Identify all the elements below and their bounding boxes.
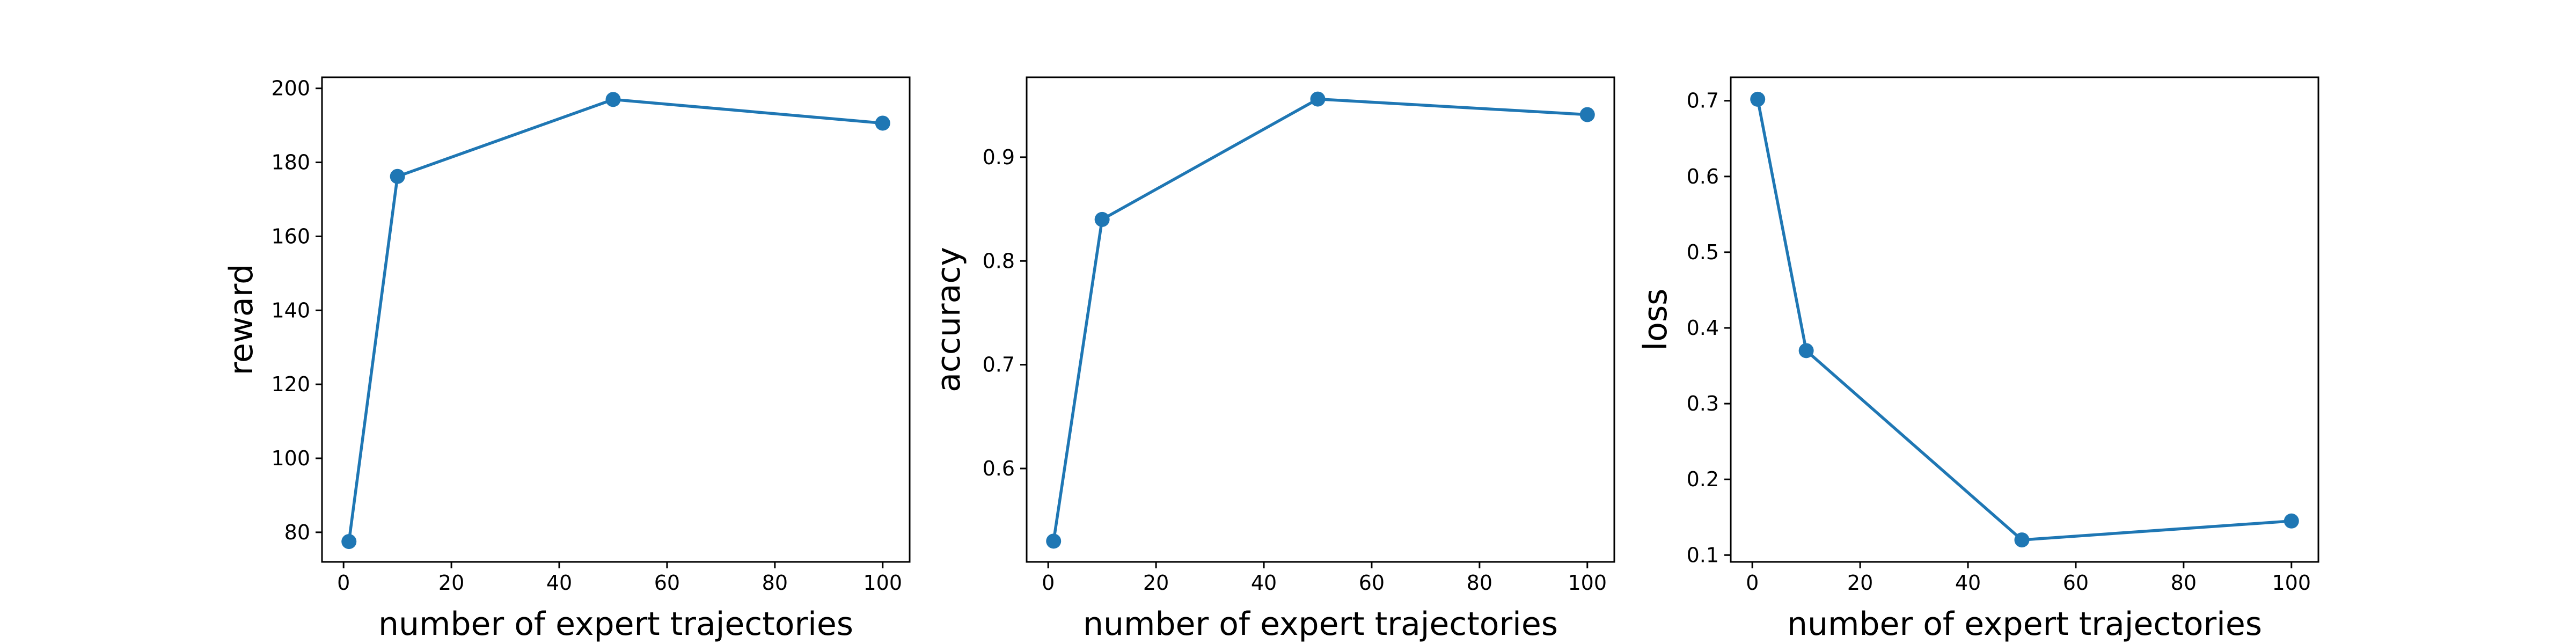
loss-y-tick-label: 0.4 bbox=[1687, 316, 1719, 340]
loss-y-tick-label: 0.5 bbox=[1687, 240, 1719, 264]
accuracy-data-point bbox=[1310, 91, 1326, 107]
loss-ticks: 0 20 40 60 80 100 0.1 0.2 0.3 0.4 0.5 0.6 0.7 bbox=[1687, 89, 2311, 595]
loss-series bbox=[1750, 91, 2299, 548]
accuracy-ticks: 0 20 40 60 80 100 0.6 0.7 0.8 0.9 bbox=[983, 145, 1607, 595]
reward-series bbox=[341, 92, 890, 550]
loss-plot-frame bbox=[1730, 76, 2319, 563]
reward-data-point bbox=[875, 115, 890, 131]
accuracy-y-axis-label: accuracy bbox=[930, 247, 968, 392]
reward-plot-frame bbox=[321, 76, 911, 563]
loss-x-tick-label: 80 bbox=[2171, 571, 2197, 595]
accuracy-y-tick-label: 0.9 bbox=[983, 145, 1015, 169]
reward-x-tick-label: 100 bbox=[863, 571, 903, 595]
accuracy-x-tick-label: 40 bbox=[1251, 571, 1277, 595]
accuracy-x-axis-label: number of expert trajectories bbox=[1083, 605, 1558, 643]
loss-chart: number of expert trajectories loss 0 20 40… bbox=[1637, 76, 2319, 643]
reward-y-tick-label: 180 bbox=[271, 151, 310, 174]
reward-y-axis-label: reward bbox=[223, 264, 260, 376]
reward-x-tick-label: 0 bbox=[337, 571, 350, 595]
accuracy-x-tick-label: 20 bbox=[1143, 571, 1169, 595]
accuracy-data-point bbox=[1579, 107, 1595, 122]
accuracy-y-tick-label: 0.8 bbox=[983, 249, 1015, 273]
loss-y-tick-label: 0.7 bbox=[1687, 89, 1719, 113]
loss-data-point bbox=[1750, 91, 1766, 107]
loss-x-tick-label: 40 bbox=[1955, 571, 1981, 595]
loss-data-point bbox=[1798, 343, 1814, 358]
reward-data-point bbox=[390, 169, 405, 184]
loss-x-tick-label: 60 bbox=[2063, 571, 2089, 595]
accuracy-x-tick-label: 0 bbox=[1042, 571, 1055, 595]
loss-x-tick-label: 100 bbox=[2272, 571, 2311, 595]
reward-x-tick-label: 60 bbox=[654, 571, 680, 595]
accuracy-chart: number of expert trajectories accuracy 0… bbox=[930, 76, 1615, 643]
reward-y-tick-label: 100 bbox=[271, 447, 310, 470]
accuracy-data-point bbox=[1094, 211, 1110, 227]
accuracy-data-point bbox=[1046, 533, 1062, 549]
loss-y-tick-label: 0.6 bbox=[1687, 165, 1719, 188]
reward-series-line bbox=[347, 98, 884, 543]
accuracy-series bbox=[1046, 91, 1595, 549]
reward-x-tick-label: 20 bbox=[438, 571, 464, 595]
reward-x-axis-label: number of expert trajectories bbox=[378, 605, 853, 643]
reward-data-point bbox=[341, 534, 357, 550]
accuracy-x-tick-label: 80 bbox=[1467, 571, 1492, 595]
loss-x-tick-label: 0 bbox=[1746, 571, 1759, 595]
accuracy-series-line bbox=[1052, 97, 1589, 543]
reward-y-tick-label: 200 bbox=[271, 77, 310, 100]
loss-y-tick-label: 0.2 bbox=[1687, 467, 1719, 491]
reward-y-tick-label: 140 bbox=[271, 298, 310, 322]
loss-data-point bbox=[2284, 513, 2299, 529]
reward-x-tick-label: 80 bbox=[762, 571, 788, 595]
loss-data-point bbox=[2014, 532, 2030, 548]
accuracy-y-tick-label: 0.6 bbox=[983, 457, 1015, 480]
loss-x-tick-label: 20 bbox=[1847, 571, 1873, 595]
accuracy-y-tick-label: 0.7 bbox=[983, 353, 1015, 377]
loss-y-axis-label: loss bbox=[1637, 289, 1674, 351]
loss-y-tick-label: 0.3 bbox=[1687, 392, 1719, 415]
reward-y-tick-label: 80 bbox=[284, 521, 310, 544]
loss-y-tick-label: 0.1 bbox=[1687, 543, 1719, 567]
accuracy-plot-frame bbox=[1026, 76, 1615, 563]
reward-y-tick-label: 120 bbox=[271, 372, 310, 396]
accuracy-x-tick-label: 60 bbox=[1359, 571, 1385, 595]
reward-ticks: 0 20 40 60 80 100 80 100 120 140 160 180 200 bbox=[271, 77, 902, 595]
reward-y-tick-label: 160 bbox=[271, 224, 310, 248]
loss-x-axis-label: number of expert trajectories bbox=[1787, 605, 2262, 643]
loss-series-line bbox=[1756, 98, 2293, 541]
accuracy-x-tick-label: 100 bbox=[1568, 571, 1607, 595]
reward-chart: number of expert trajectories reward 0 20… bbox=[223, 76, 911, 643]
reward-x-tick-label: 40 bbox=[546, 571, 572, 595]
reward-data-point bbox=[605, 92, 621, 107]
